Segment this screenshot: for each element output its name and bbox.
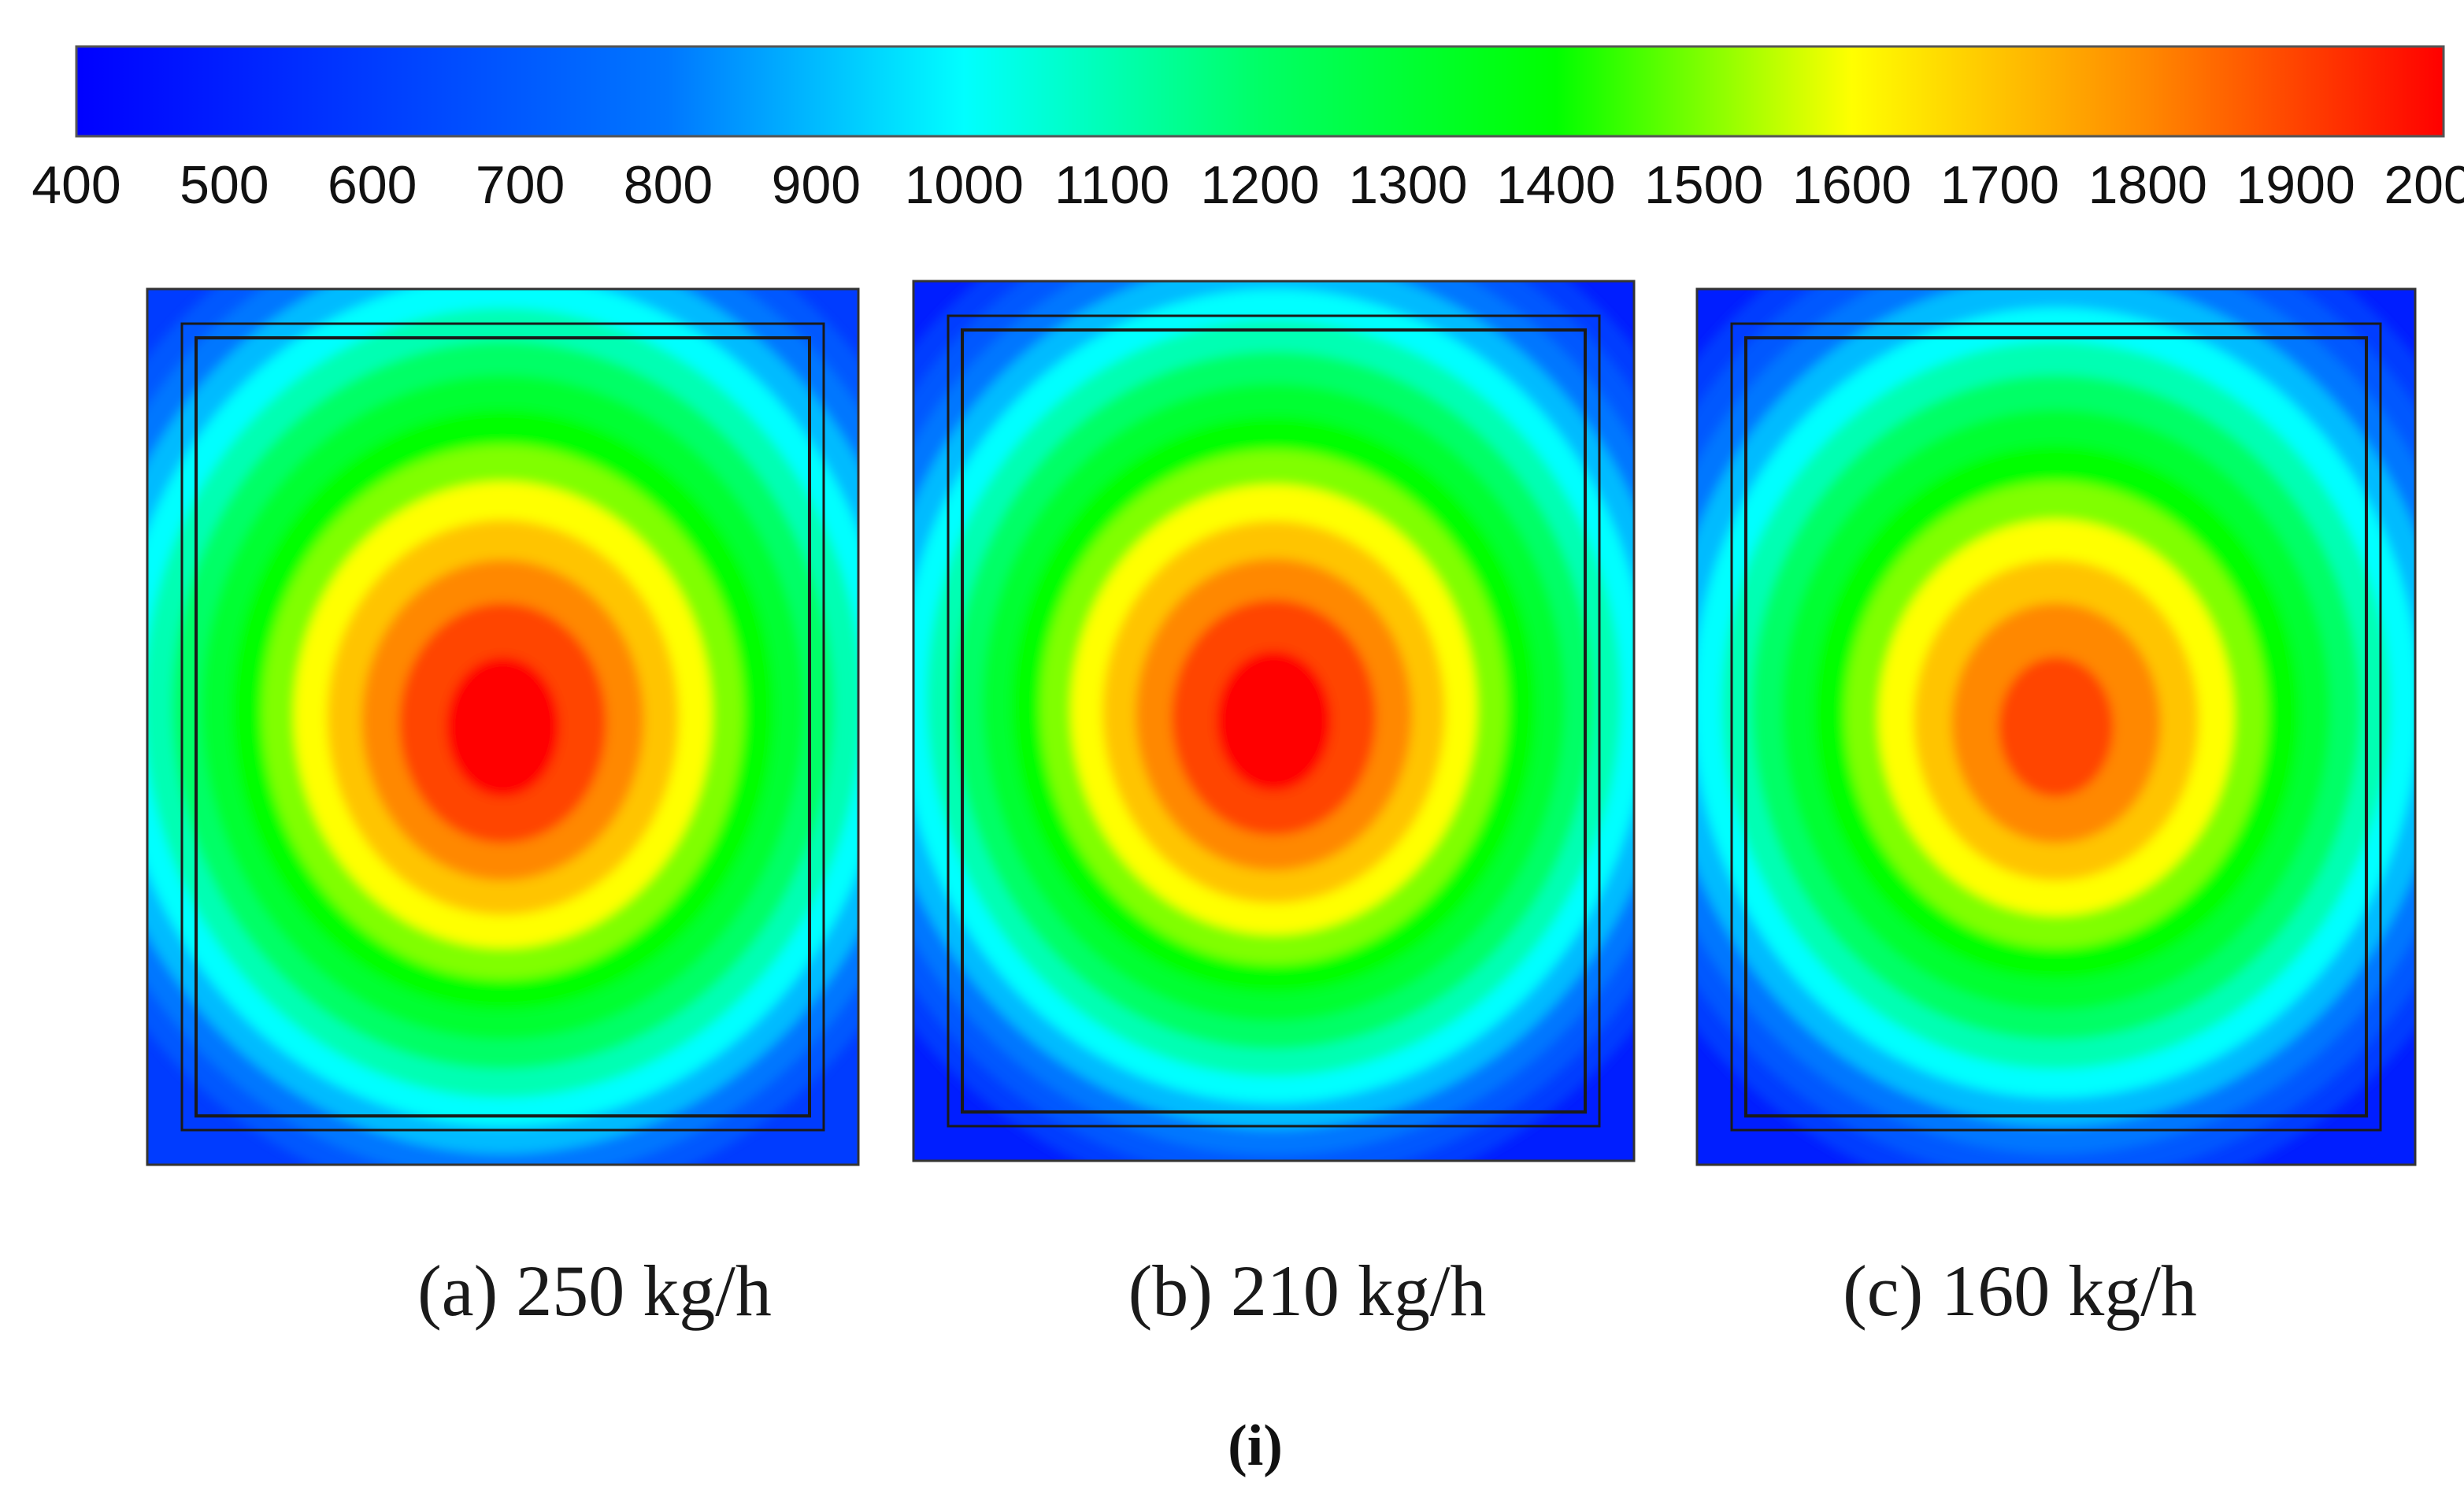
panel-border (146, 287, 860, 1166)
contour-band (1999, 657, 2114, 797)
contour-panel (1695, 287, 2417, 1166)
colorbar-tick-label: 500 (180, 155, 269, 215)
colorbar-tick-label: 900 (772, 155, 861, 215)
colorbar-tick-label: 400 (31, 155, 120, 215)
colorbar-tick-label: 2000 (2384, 155, 2464, 215)
contour-band (446, 657, 560, 797)
colorbar-tick-label: 600 (328, 155, 417, 215)
contour-panel (146, 287, 860, 1166)
colorbar-tick-label: 1100 (1054, 155, 1169, 215)
panel-border (1695, 287, 2417, 1166)
furnace-wall-outline (180, 322, 825, 1132)
colorbar-tick-label: 1000 (905, 155, 1024, 215)
colorbar-tick-label: 1300 (1348, 155, 1467, 215)
contour-panel (912, 280, 1636, 1162)
panel-captions: (a) 250 kg/h (b) 210 kg/h (c) 160 kg/h (417, 1251, 2197, 1331)
panel-border (912, 280, 1636, 1162)
panel-caption: (b) 210 kg/h (1128, 1251, 1487, 1331)
panel-caption: (a) 250 kg/h (417, 1251, 772, 1331)
colorbar-tick-labels: 400 500 600 700 800 900 1000 1100 1200 1300 1400 15… (31, 155, 2464, 215)
colorbar-tick-label: 700 (476, 155, 565, 215)
colorbar: 400 500 600 700 800 900 1000 1100 1200 1300 1400 15… (31, 45, 2464, 215)
furnace-wall-outline (195, 336, 811, 1117)
colorbar-tick-label: 1800 (2088, 155, 2207, 215)
furnace-wall-outline (947, 314, 1601, 1128)
colorbar-tick-label: 1500 (1644, 155, 1763, 215)
furnace-wall-outline (1730, 322, 2382, 1132)
figure-label: (i) (1228, 1414, 1283, 1478)
colorbar-tick-label: 1700 (1940, 155, 2059, 215)
panel-caption: (c) 160 kg/h (1843, 1251, 2197, 1331)
contour-band (1216, 650, 1332, 791)
contour-panels (146, 280, 2417, 1166)
furnace-wall-outline (1744, 336, 2368, 1117)
colorbar-tick-label: 800 (624, 155, 713, 215)
colorbar-tick-label: 1900 (2236, 155, 2355, 215)
furnace-wall-outline (961, 328, 1587, 1114)
colorbar-gradient (75, 45, 2445, 138)
colorbar-tick-label: 1200 (1200, 155, 1319, 215)
colorbar-tick-label: 1600 (1792, 155, 1911, 215)
colorbar-tick-label: 1400 (1496, 155, 1615, 215)
